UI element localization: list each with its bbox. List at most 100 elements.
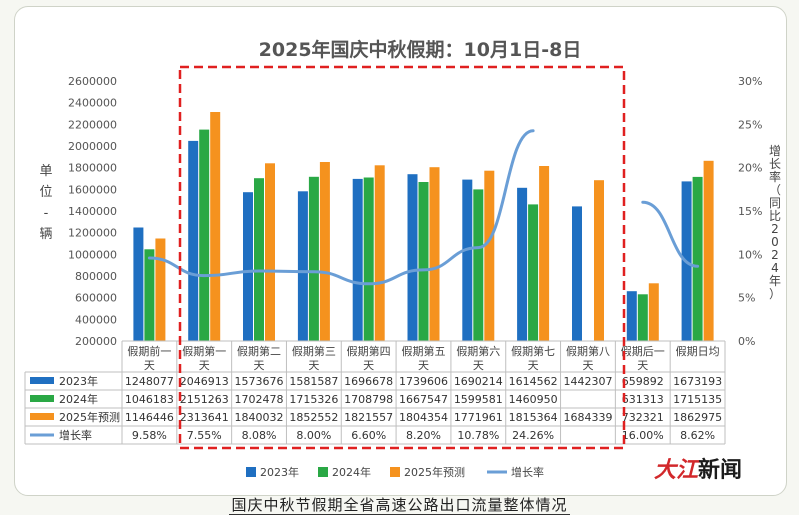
x-tick-label: 假期第二天 xyxy=(237,344,281,372)
bar-series-2 xyxy=(473,189,484,341)
x-tick-label: 假期前一天 xyxy=(127,344,171,372)
table-cell: 1804354 xyxy=(399,411,448,424)
x-tick-label: 假期第三天 xyxy=(292,344,336,372)
bar-series-3 xyxy=(429,167,440,341)
bar-series-1 xyxy=(517,187,528,341)
table-cell: 1684339 xyxy=(563,411,612,424)
x-tick-label: 假期第五天 xyxy=(402,344,446,372)
table-cell: 24.26% xyxy=(512,429,554,442)
bar-series-3 xyxy=(155,238,166,341)
bar-series-3 xyxy=(594,180,604,341)
watermark-suffix: 新闻 xyxy=(698,458,743,483)
table-cell: 1696678 xyxy=(344,375,393,388)
table-cell: 1815364 xyxy=(509,411,558,424)
y2-tick-label: 25% xyxy=(738,118,762,131)
bar-series-3 xyxy=(265,163,275,341)
bar-series-2 xyxy=(199,129,210,341)
bar-series-3 xyxy=(374,165,385,341)
bar-series-1 xyxy=(133,227,144,341)
bar-series-1 xyxy=(352,178,363,341)
growth-line xyxy=(147,129,535,286)
table-row-label: 2025年预测 xyxy=(59,410,120,424)
table-cell: 1046183 xyxy=(125,393,174,406)
y-tick-label: 1600000 xyxy=(68,183,117,196)
highlight-box xyxy=(178,65,626,450)
table-key-swatch xyxy=(30,395,54,402)
x-tick-label: 假期第四天 xyxy=(347,344,391,372)
bar-series-2 xyxy=(254,178,264,341)
bar-series-2 xyxy=(144,249,155,341)
y-tick-label: 1200000 xyxy=(68,227,117,240)
table-cell: 8.08% xyxy=(242,429,277,442)
bar-series-3 xyxy=(210,112,221,341)
table-cell: 2313641 xyxy=(180,411,229,424)
table-cell: 6.60% xyxy=(351,429,386,442)
table-cell: 1573676 xyxy=(235,375,284,388)
y2-axis-label: 增长率（同比 2 0 2 4 年） xyxy=(769,144,781,301)
bar-series-2 xyxy=(637,294,648,341)
x-tick-label: 假期第八天 xyxy=(566,344,610,372)
table-cell: 16.00% xyxy=(622,429,664,442)
x-tick-label: 假期后一天 xyxy=(621,344,665,372)
y-tick-label: 2400000 xyxy=(68,97,117,110)
table-cell: 1146446 xyxy=(125,411,174,424)
y-axis-label: 单位-辆 xyxy=(39,164,52,242)
bar-series-1 xyxy=(626,291,637,341)
legend-swatch xyxy=(246,467,256,477)
y2-tick-label: 20% xyxy=(738,162,762,175)
table-row-label: 2024年 xyxy=(59,392,98,406)
y2-tick-label: 10% xyxy=(738,248,762,261)
y-tick-label: 1400000 xyxy=(68,205,117,218)
table-cell: 1771961 xyxy=(454,411,503,424)
table-cell: 1673193 xyxy=(673,375,722,388)
y2-tick-label: 15% xyxy=(738,205,762,218)
growth-line xyxy=(641,200,700,268)
x-tick-label: 假期日均 xyxy=(676,344,720,358)
y2-tick-label: 0% xyxy=(738,335,755,348)
bar-series-1 xyxy=(188,140,199,341)
legend-swatch xyxy=(390,467,400,477)
table-cell: 1581587 xyxy=(289,375,338,388)
legend-label: 2025年预测 xyxy=(404,465,465,479)
bar-series-3 xyxy=(703,160,714,341)
table-row-label: 增长率 xyxy=(59,428,92,442)
table-cell: 8.62% xyxy=(680,429,715,442)
table-cell: 1821557 xyxy=(344,411,393,424)
table-cell: 1840032 xyxy=(235,411,284,424)
legend-label: 2023年 xyxy=(260,465,299,479)
y2-tick-label: 30% xyxy=(738,75,762,88)
table-cell: 2046913 xyxy=(180,375,229,388)
bar-series-2 xyxy=(418,182,429,341)
table-cell: 1739606 xyxy=(399,375,448,388)
image-caption: 国庆中秋节假期全省高速公路出口流量整体情况 xyxy=(0,495,799,515)
legend-swatch xyxy=(318,467,328,477)
bar-series-2 xyxy=(528,204,539,341)
legend-label: 2024年 xyxy=(332,465,371,479)
table-cell: 631313 xyxy=(622,393,664,406)
table-cell: 1667547 xyxy=(399,393,448,406)
watermark-brand: 大江 xyxy=(654,458,699,483)
table-cell: 1702478 xyxy=(235,393,284,406)
table-cell: 1614562 xyxy=(509,375,558,388)
table-cell: 1715135 xyxy=(673,393,722,406)
y2-tick-label: 5% xyxy=(738,292,755,305)
y-tick-label: 600000 xyxy=(75,292,117,305)
watermark-logo: 大江新闻 xyxy=(654,452,742,484)
table-cell: 1460950 xyxy=(509,393,558,406)
table-cell: 8.20% xyxy=(406,429,441,442)
y-tick-label: 2600000 xyxy=(68,75,117,88)
bar-series-3 xyxy=(539,166,550,341)
bar-series-1 xyxy=(572,206,582,341)
bar-series-3 xyxy=(648,283,659,341)
table-cell: 732321 xyxy=(622,411,664,424)
caption-text: 国庆中秋节假期全省高速公路出口流量整体情况 xyxy=(229,496,570,515)
table-cell: 10.78% xyxy=(457,429,499,442)
table-cell: 9.58% xyxy=(132,429,167,442)
x-tick-label: 假期第七天 xyxy=(511,344,555,372)
table-cell: 1442307 xyxy=(563,375,612,388)
table-cell: 1690214 xyxy=(454,375,503,388)
table-cell: 1708798 xyxy=(344,393,393,406)
table-cell: 1862975 xyxy=(673,411,722,424)
